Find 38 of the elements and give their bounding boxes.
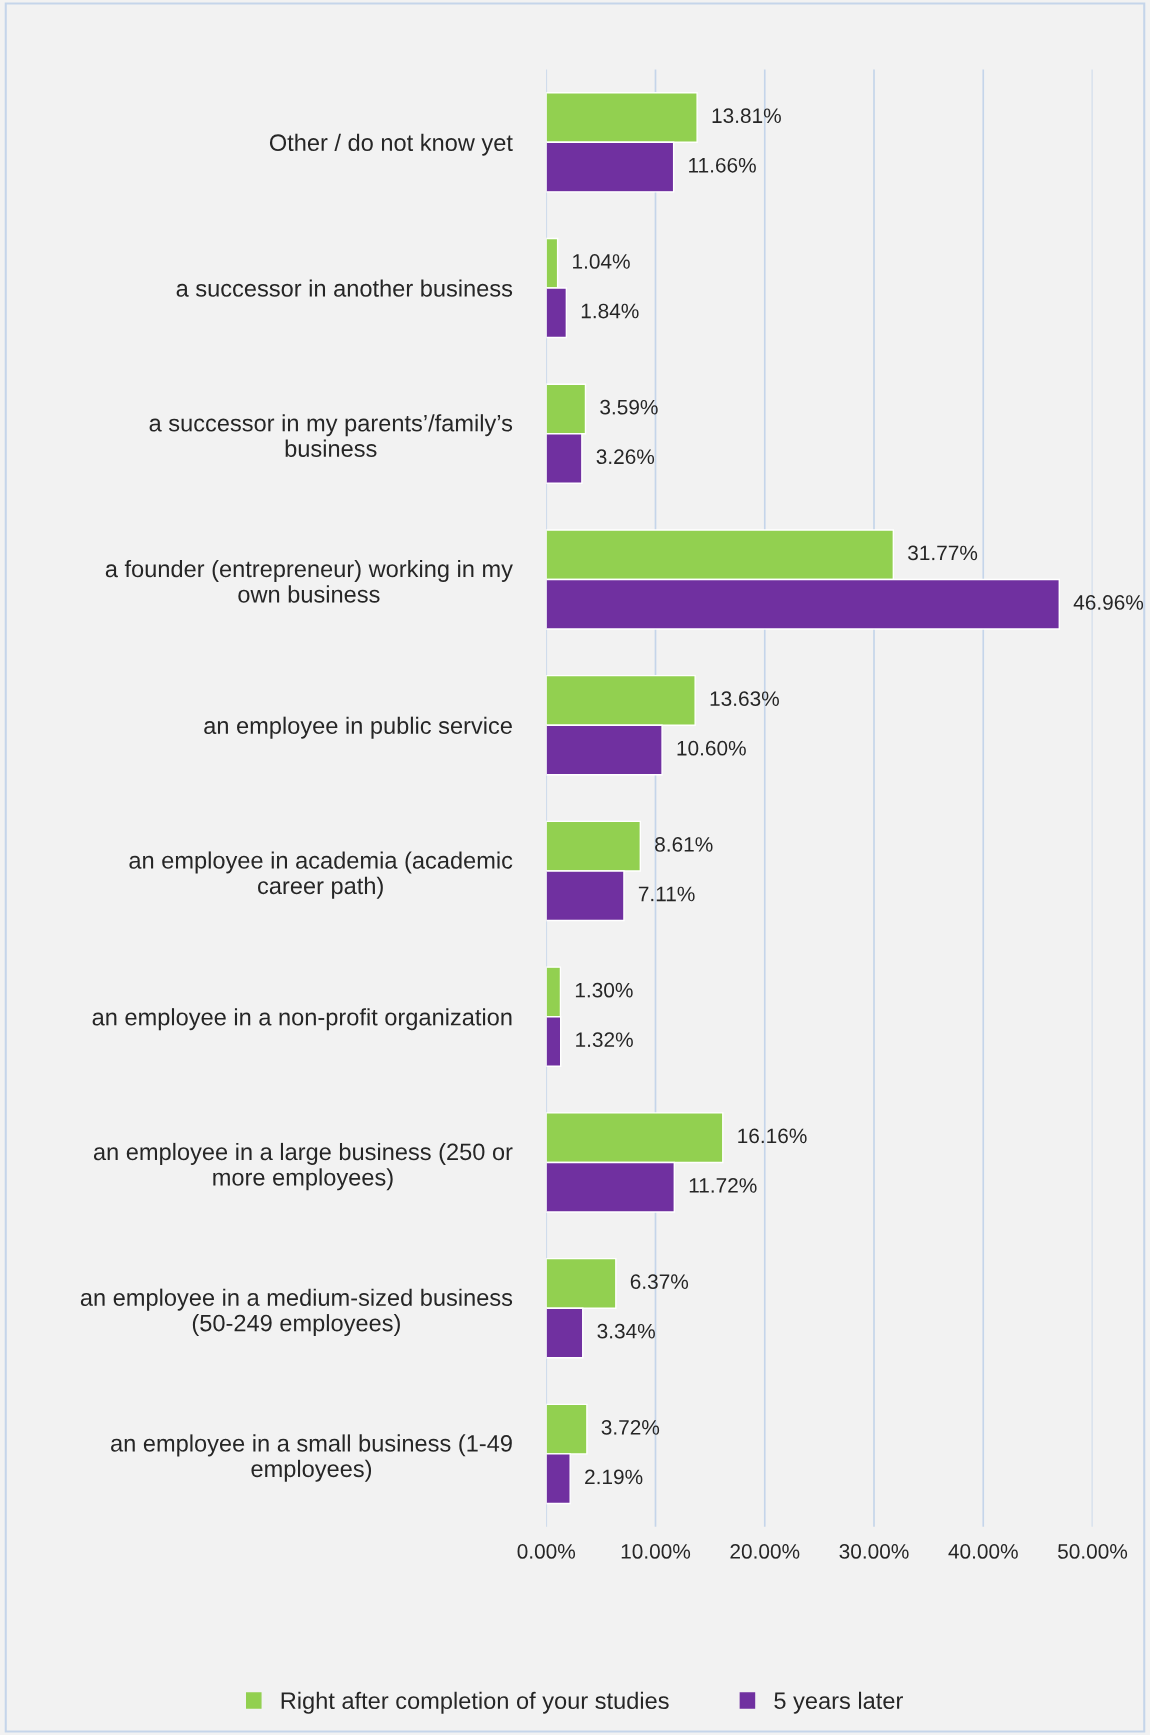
- y-tick-label: Other / do not know yet: [269, 133, 513, 156]
- data-label: 13.81%: [712, 108, 781, 124]
- x-tick-label: 20.00%: [730, 1544, 800, 1559]
- y-tick-label: a founder (entrepreneur) working in my own business: [105, 559, 513, 603]
- y-tick-label: a successor in my parents’/family’s business: [149, 414, 513, 457]
- y-tick-label: an employee in a small business (1-49 employees): [111, 1434, 512, 1482]
- y-tick-label: an employee in a non-profit organization: [92, 1008, 512, 1031]
- data-label: 11.72%: [689, 1178, 757, 1193]
- data-label: 1.32%: [576, 1032, 633, 1048]
- data-label: 1.30%: [575, 982, 633, 998]
- data-label: 1.04%: [573, 254, 630, 269]
- x-tick-label: 50.00%: [1058, 1544, 1128, 1559]
- data-label: 13.63%: [710, 691, 779, 707]
- data-label: 16.16%: [738, 1128, 807, 1144]
- data-label: 7.11%: [638, 886, 695, 902]
- data-label: 8.61%: [655, 837, 713, 852]
- data-label: 10.60%: [677, 740, 746, 756]
- x-tick-label: 10.00%: [621, 1544, 691, 1559]
- data-label: 6.37%: [630, 1274, 689, 1290]
- y-tick-label: an employee in a large business (250 or more employees): [93, 1142, 513, 1191]
- data-label: 3.26%: [596, 449, 655, 465]
- data-label: 1.84%: [581, 303, 639, 319]
- x-tick-label: 40.00%: [948, 1544, 1018, 1559]
- x-tick-label: 30.00%: [839, 1544, 909, 1559]
- y-tick-label: an employee in a medium-sized business (50-249 employees): [80, 1288, 513, 1337]
- y-tick-label: an employee in public service: [204, 716, 512, 739]
- data-label: 3.72%: [601, 1419, 660, 1435]
- y-tick-label: an employee in academia (academic career path): [129, 851, 513, 899]
- data-label: 31.77%: [908, 545, 978, 561]
- x-tick-label: 0.00%: [517, 1544, 576, 1559]
- y-tick-label: a successor in another business: [176, 279, 513, 297]
- data-label: 2.19%: [585, 1469, 643, 1485]
- data-label: 11.66%: [689, 157, 756, 173]
- legend-label: 5 years later: [774, 1691, 903, 1714]
- data-label: 3.59%: [600, 399, 658, 415]
- legend-label: Right after completion of your studies: [281, 1691, 669, 1714]
- data-label: 3.34%: [597, 1323, 655, 1339]
- data-label: 46.96%: [1073, 595, 1144, 610]
